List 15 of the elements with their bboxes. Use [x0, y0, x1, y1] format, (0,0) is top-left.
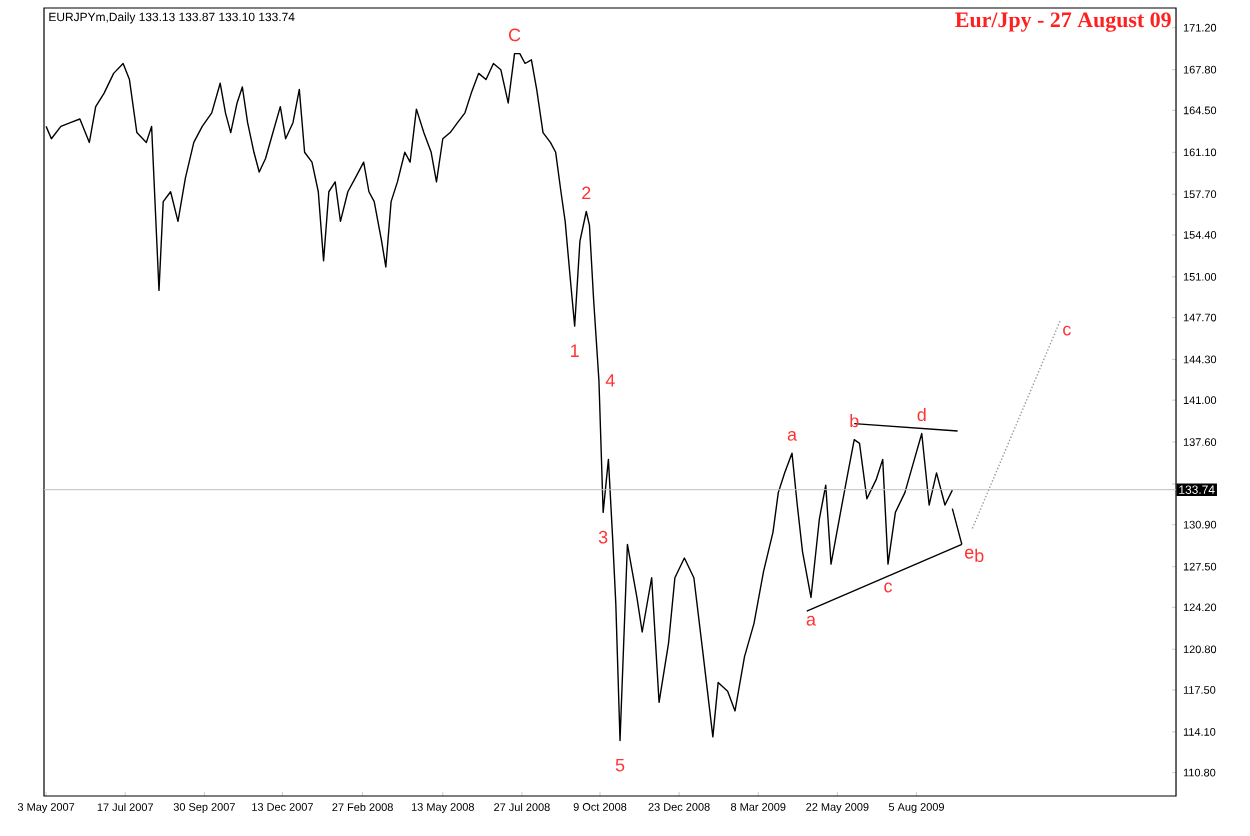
annotation: 1 [571, 344, 579, 357]
annotation: c [884, 582, 893, 593]
annotation: a [806, 615, 816, 626]
annotation: b [975, 548, 984, 563]
annotation: d [917, 407, 926, 422]
annotation: 2 [582, 186, 591, 200]
annotation: 3 [598, 530, 608, 544]
chart-title: Eur/Jpy - 27 August 09 [955, 12, 1171, 32]
annotation: c [1063, 325, 1071, 336]
annotation: b [850, 414, 859, 428]
annotation: C [508, 28, 521, 42]
annotation: 5 [615, 758, 625, 772]
annotation: 4 [605, 374, 615, 387]
annotation: a [787, 430, 797, 441]
annotation: e [965, 548, 974, 559]
